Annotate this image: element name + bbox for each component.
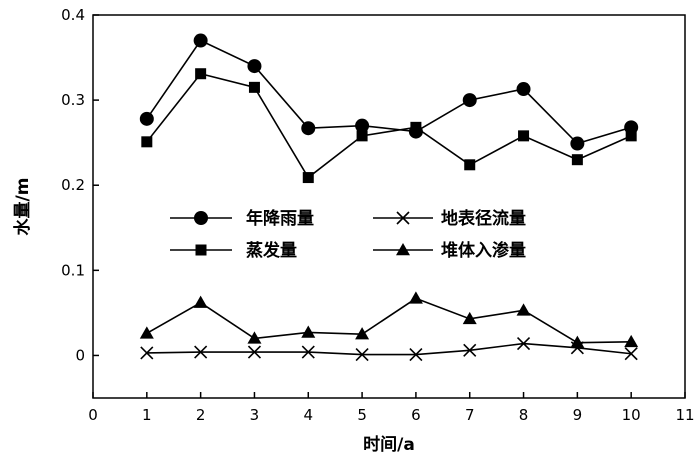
data-point [624,347,638,361]
series-layer [139,33,639,362]
x-tick-label: 9 [573,406,583,424]
x-tick-label: 3 [250,406,260,424]
legend-marker [194,211,208,225]
data-point [408,291,423,304]
series-triangle [139,291,639,348]
x-tick-label: 0 [88,406,98,424]
x-tick-label: 5 [357,406,367,424]
y-tick-label: 0.1 [61,261,85,279]
data-point [516,336,531,351]
data-point [624,334,639,348]
series-line [146,297,632,344]
data-point [410,121,422,133]
data-point [516,82,531,97]
series-line [146,72,632,179]
legend-label: 地表径流量 [441,208,526,229]
data-point [355,348,369,362]
legend-marker [195,244,207,256]
data-point [571,154,583,166]
x-tick-label: 8 [519,406,529,424]
data-point [302,172,314,184]
data-point [464,159,476,171]
x-axis-title: 时间/a [363,434,415,455]
data-point [193,33,208,48]
y-tick-label: 0.4 [61,6,85,24]
x-tick-label: 6 [411,406,421,424]
data-point [193,295,208,308]
data-point [518,130,530,142]
data-point [570,136,585,151]
y-tick-label: 0 [75,346,85,364]
data-point [462,311,477,325]
data-point [301,325,316,338]
data-point [248,81,260,93]
data-point [516,303,531,316]
data-point [355,327,370,340]
plot-area [92,14,686,399]
y-axis-title: 水量/m [12,178,33,236]
data-point [195,68,207,80]
data-point [301,121,316,136]
series-square [141,68,637,184]
x-axis: 0 1 2 3 4 5 6 7 8 9 10 11 [88,392,695,424]
data-point [247,59,262,74]
y-axis: 0 0.1 0.2 0.3 0.4 [61,6,99,364]
y-tick-label: 0.3 [61,91,85,109]
data-point [301,345,315,359]
series-circle [139,33,639,151]
legend-label: 堆体入渗量 [441,240,526,261]
data-point [625,130,637,142]
data-point [356,130,368,142]
data-point [140,346,154,360]
series-line [146,39,632,145]
x-tick-label: 10 [622,406,641,424]
data-point [463,343,477,357]
series-line [146,342,632,356]
legend-marker [396,211,410,225]
x-tick-label: 11 [675,406,694,424]
x-tick-label: 4 [303,406,313,424]
data-point [194,345,208,359]
data-point [409,348,423,362]
legend-item: 年降雨量 [170,208,314,229]
data-point [247,331,262,344]
data-point [141,136,153,148]
legend-item: 地表径流量 [373,208,526,229]
plot-border [92,14,686,399]
legend-item: 堆体入渗量 [373,240,526,261]
legend-label: 蒸发量 [246,240,297,261]
data-point [247,345,262,359]
legend-marker [396,243,410,256]
data-point [462,93,477,108]
x-tick-label: 7 [465,406,475,424]
series-x [140,336,638,362]
data-point [139,326,154,339]
legend-label: 年降雨量 [246,208,314,229]
data-point [570,335,585,348]
x-tick-label: 1 [142,406,152,424]
data-point [139,111,154,126]
legend-item: 蒸发量 [170,240,297,261]
data-point [355,118,370,133]
y-tick-label: 0.2 [61,176,85,194]
x-tick-label: 2 [196,406,206,424]
